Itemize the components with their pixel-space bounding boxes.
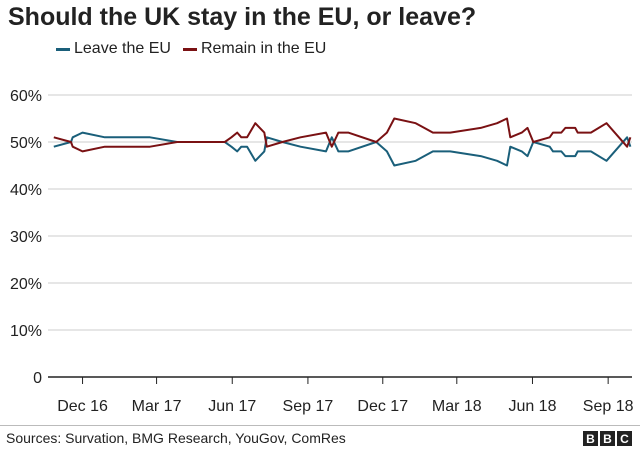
source-note: Sources: Survation, BMG Research, YouGov… <box>6 430 346 446</box>
legend-swatch-remain <box>182 47 197 51</box>
legend-swatch-leave <box>56 47 70 51</box>
x-tick-label: Sep 17 <box>283 398 334 415</box>
x-tick-label: Jun 18 <box>508 398 556 415</box>
series-line-remain <box>53 117 632 153</box>
legend-item-remain: Remain in the EU <box>182 40 327 58</box>
y-tick-label: 40% <box>10 182 42 199</box>
line-chart: 0 10% 20% 30% 40% 50% 60% Dec 16 Mar 17 Jun 17 Sep… <box>10 88 634 415</box>
x-tick-label: Mar 18 <box>432 398 482 415</box>
y-tick-label: 60% <box>10 88 42 105</box>
legend-label-remain: Remain in the EU <box>200 40 327 57</box>
legend: Leave the EU Remain in the EU <box>56 40 338 58</box>
x-tick-label: Dec 16 <box>57 398 108 415</box>
chart-title: Should the UK stay in the EU, or leave? <box>8 3 477 31</box>
series-line-leave <box>53 131 632 167</box>
logo-letter: C <box>617 431 632 446</box>
bbc-logo: B B C <box>583 431 632 446</box>
x-tick-label: Sep 18 <box>583 398 634 415</box>
legend-item-leave: Leave the EU <box>56 40 171 58</box>
x-tick-label: Mar 17 <box>132 398 182 415</box>
y-tick-label: 30% <box>10 229 42 246</box>
logo-letter: B <box>600 431 615 446</box>
x-tick-label: Jun 17 <box>208 398 256 415</box>
y-tick-label: 20% <box>10 276 42 293</box>
y-tick-label: 10% <box>10 323 42 340</box>
y-tick-label: 0 <box>33 370 42 387</box>
logo-letter: B <box>583 431 598 446</box>
y-tick-label: 50% <box>10 135 42 152</box>
footer-divider <box>0 425 640 426</box>
legend-label-leave: Leave the EU <box>74 40 171 57</box>
x-tick-label: Dec 17 <box>357 398 408 415</box>
